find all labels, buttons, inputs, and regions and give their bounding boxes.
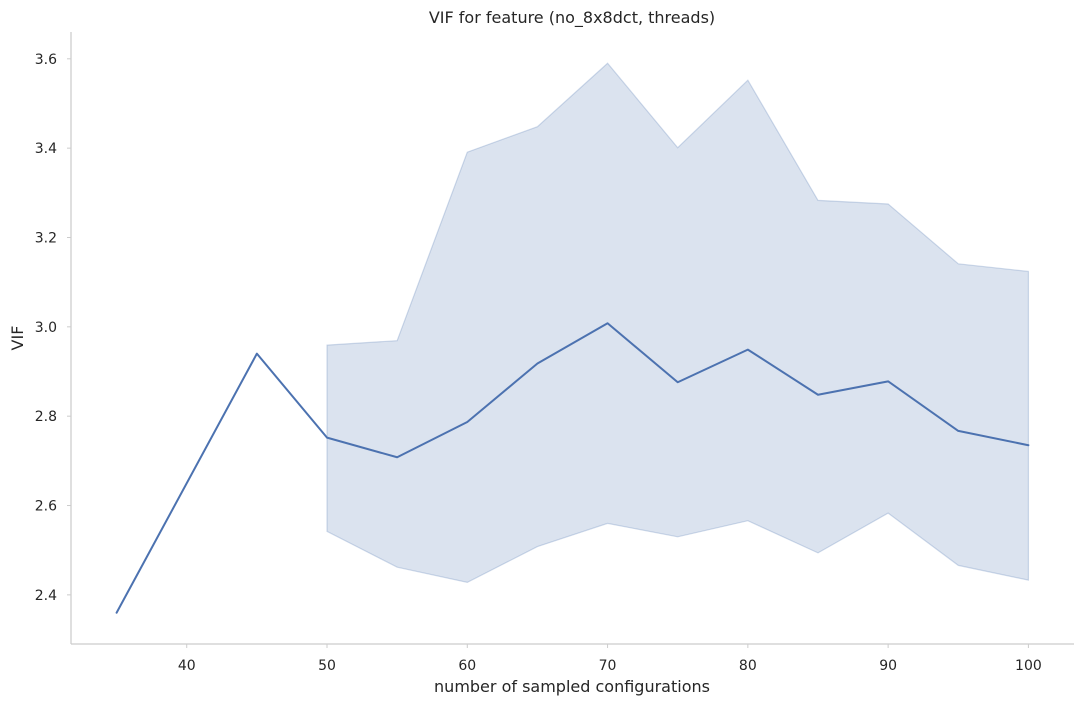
y-tick-label: 3.0 <box>35 320 57 336</box>
x-tick-label: 70 <box>599 658 617 674</box>
x-tick-group: 40 50 60 70 80 90 100 <box>178 644 1042 674</box>
confidence-band <box>326 62 1030 583</box>
y-tick-label: 3.6 <box>35 52 57 68</box>
series-line-layer <box>115 322 1030 614</box>
x-tick-label: 80 <box>739 658 757 674</box>
confidence-band-layer <box>326 62 1030 583</box>
y-axis-label: VIF <box>8 326 27 351</box>
x-tick-label: 40 <box>178 658 196 674</box>
x-tick-label: 100 <box>1015 658 1042 674</box>
series-line <box>115 322 1030 614</box>
y-tick-label: 3.4 <box>35 141 57 157</box>
y-tick-group: 2.4 2.6 2.8 3.0 3.2 3.4 3.6 <box>35 52 71 604</box>
x-tick-label: 50 <box>318 658 336 674</box>
x-tick-label: 60 <box>458 658 476 674</box>
y-tick-label: 2.6 <box>35 499 57 515</box>
x-axis-label: number of sampled configurations <box>434 677 710 696</box>
y-tick-label: 3.2 <box>35 230 57 246</box>
chart-title: VIF for feature (no_8x8dct, threads) <box>429 8 715 28</box>
y-tick-label: 2.8 <box>35 409 57 425</box>
x-tick-label: 90 <box>879 658 897 674</box>
y-tick-label: 2.4 <box>35 588 57 604</box>
